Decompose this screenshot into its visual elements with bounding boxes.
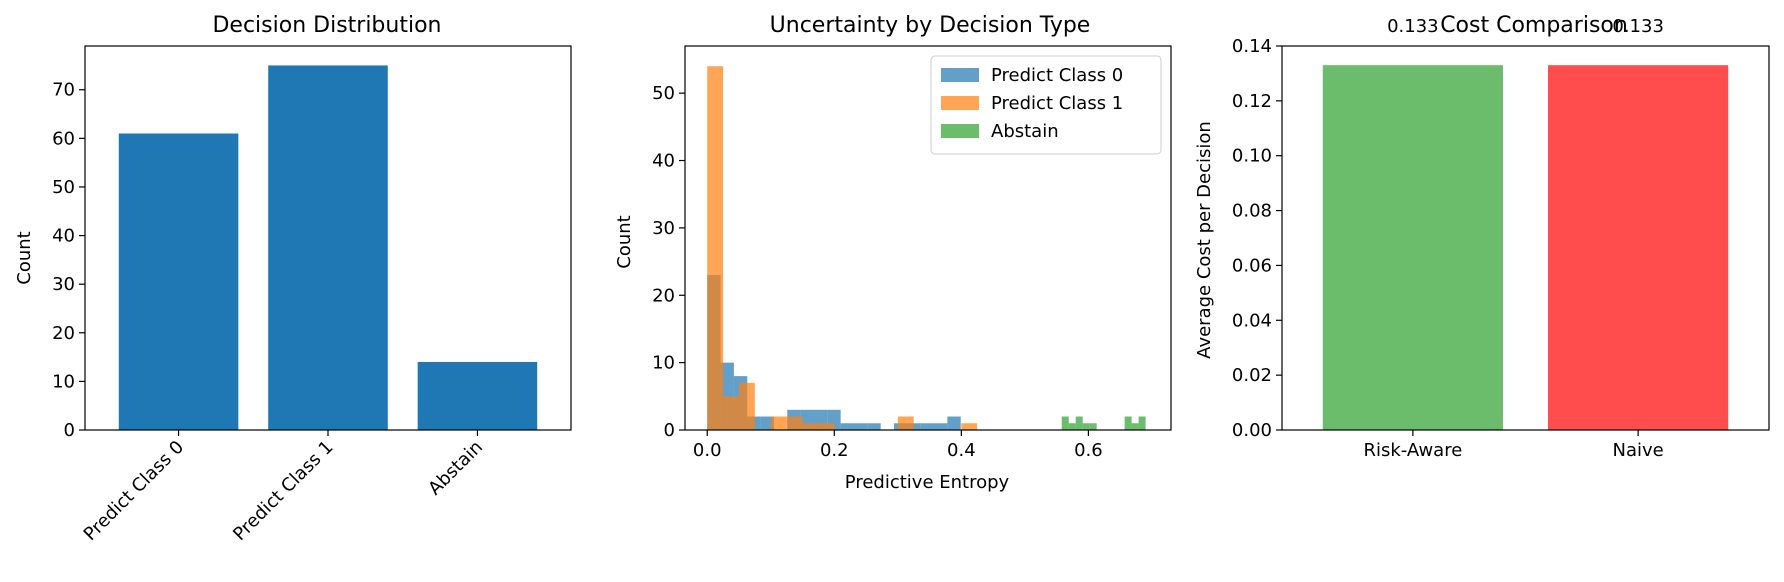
hist-bar-series-1 xyxy=(723,396,739,430)
bar-predict-class-1 xyxy=(268,65,388,430)
plot-frame xyxy=(684,45,1172,431)
hist-bar-series-2 xyxy=(1131,423,1139,430)
hist-bar-series-1 xyxy=(739,382,755,430)
bar-value-label: 0.133 xyxy=(1387,16,1439,37)
cost-comparison-y-tick-label: 0.10 xyxy=(1232,146,1272,167)
decision-distribution-y-tick-label: 0 xyxy=(64,420,75,441)
bar-abstain xyxy=(417,361,538,430)
hist-bar-series-1 xyxy=(770,416,787,430)
uncertainty-y-tick-label: 30 xyxy=(652,218,675,239)
hist-bar-series-2 xyxy=(1061,416,1069,430)
legend: Predict Class 0 Predict Class 1 Abstain xyxy=(930,55,1162,155)
cost-comparison-y-tick-label: 0.00 xyxy=(1232,420,1272,441)
x-tick-label: Predict Class 1 xyxy=(229,437,337,545)
hist-bar-series-2 xyxy=(1138,416,1146,430)
cost-comparison-y-tick-label: 0.12 xyxy=(1232,91,1272,112)
chart-title-uncertainty: Uncertainty by Decision Type xyxy=(770,13,1091,38)
panel-cost-comparison: Cost Comparison Average Cost per Decisio… xyxy=(1194,13,1770,461)
decision-distribution-y-tick-label: 50 xyxy=(52,177,75,198)
decision-distribution-y-tick-label: 70 xyxy=(52,80,75,101)
hist-bar-series-0 xyxy=(947,416,961,430)
bar-value-label: 0.133 xyxy=(1612,16,1664,37)
chart-title-cost-comparison: Cost Comparison xyxy=(1440,13,1628,38)
y-axis-label-decision-distribution: Count xyxy=(14,231,35,284)
y-axis-label-cost-comparison: Average Cost per Decision xyxy=(1194,121,1215,359)
uncertainty-y-tick-label: 20 xyxy=(652,285,675,306)
hist-bar-series-2 xyxy=(1089,423,1097,430)
hist-bar-series-2 xyxy=(1075,416,1083,430)
hist-bar-series-0 xyxy=(760,416,774,430)
bar-predict-class-0 xyxy=(118,133,239,431)
decision-distribution-y-tick-label: 60 xyxy=(52,128,75,149)
decision-distribution-y-tick-label: 20 xyxy=(52,323,75,344)
hist-bar-series-1 xyxy=(786,416,803,430)
hist-bar-series-0 xyxy=(920,423,935,430)
hist-bar-series-2 xyxy=(1082,423,1090,430)
panel-uncertainty-by-decision-type: Uncertainty by Decision Type Predictive … xyxy=(614,13,1172,493)
legend-swatch xyxy=(941,124,979,138)
x-axis-label-uncertainty: Predictive Entropy xyxy=(845,472,1010,493)
cost-comparison-y-tick-label: 0.04 xyxy=(1232,310,1272,331)
legend-swatch xyxy=(941,68,979,82)
uncertainty-y-tick-label: 10 xyxy=(652,353,675,374)
hist-bar-series-0 xyxy=(934,423,948,430)
hist-bar-series-0 xyxy=(867,423,881,430)
hist-bar-series-1 xyxy=(707,66,724,431)
legend-label: Predict Class 1 xyxy=(991,93,1123,114)
legend-box xyxy=(930,55,1162,155)
uncertainty-y-tick-label: 40 xyxy=(652,151,675,172)
decision-distribution-y-tick-label: 30 xyxy=(52,274,75,295)
uncertainty-y-tick-label: 0 xyxy=(664,420,675,441)
panel-decision-distribution: Decision Distribution Count 0 10 20 30 40 50 6… xyxy=(14,13,572,545)
chart-title-decision-distribution: Decision Distribution xyxy=(212,13,441,38)
hist-bar-series-2 xyxy=(1068,423,1076,430)
cost-comparison-y-tick-label: 0.06 xyxy=(1232,255,1272,276)
hist-bar-series-0 xyxy=(907,423,921,430)
x-tick-label: Abstain xyxy=(424,437,487,500)
plot-frame xyxy=(1281,45,1770,431)
cost-comparison-y-tick-label: 0.08 xyxy=(1232,201,1272,222)
x-tick-label: Predict Class 0 xyxy=(80,437,188,545)
y-axis-label-uncertainty: Count xyxy=(614,215,635,268)
legend-label: Abstain xyxy=(991,121,1059,142)
hist-bar-series-2 xyxy=(1124,416,1132,430)
legend-label: Predict Class 0 xyxy=(991,65,1123,86)
x-tick-label: Naive xyxy=(1613,440,1664,461)
decision-distribution-y-tick-label: 40 xyxy=(52,226,75,247)
bar-naive xyxy=(1548,65,1729,430)
legend-swatch xyxy=(941,96,979,110)
hist-bar-series-1 xyxy=(961,423,978,430)
hist-bar-series-0 xyxy=(853,423,868,430)
cost-comparison-y-tick-label: 0.02 xyxy=(1232,365,1272,386)
x-tick-label: 0.6 xyxy=(1074,440,1103,461)
x-tick-label: Risk-Aware xyxy=(1363,440,1462,461)
hist-bar-series-0 xyxy=(840,423,854,430)
hist-bar-series-1 xyxy=(897,416,914,430)
x-tick-label: 0.2 xyxy=(820,440,849,461)
x-tick-label: 0.4 xyxy=(947,440,976,461)
hist-bar-series-1 xyxy=(802,423,819,430)
uncertainty-y-tick-label: 50 xyxy=(652,83,675,104)
bar-risk-aware xyxy=(1322,65,1503,430)
hist-bar-series-1 xyxy=(818,423,835,430)
x-tick-label: 0.0 xyxy=(693,440,722,461)
decision-distribution-y-tick-label: 10 xyxy=(52,371,75,392)
cost-comparison-y-tick-label: 0.14 xyxy=(1232,36,1272,57)
